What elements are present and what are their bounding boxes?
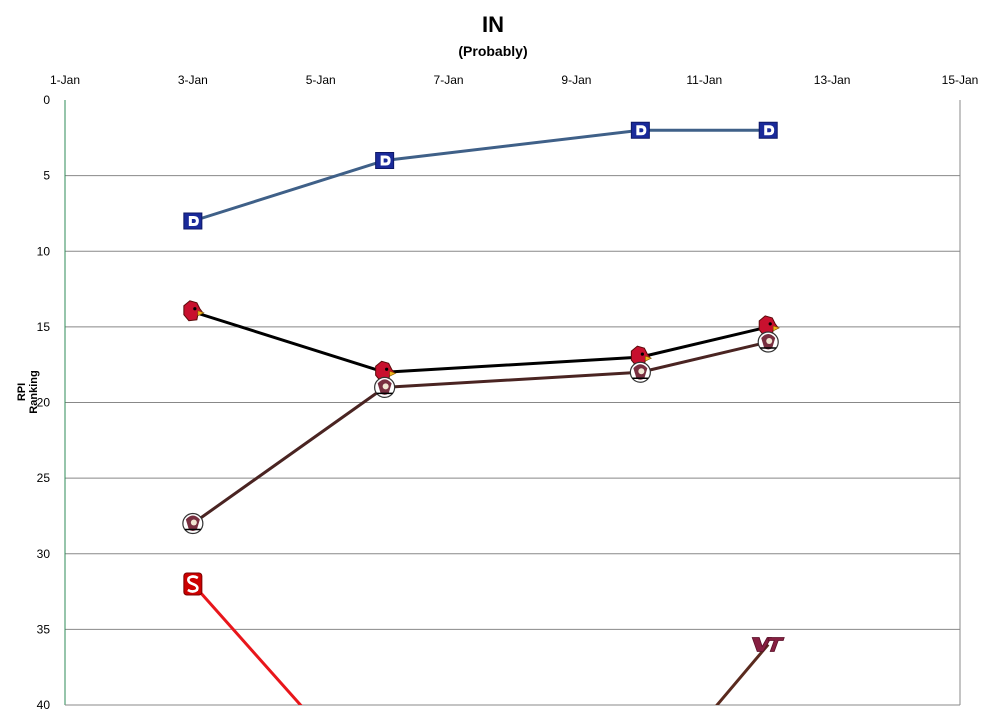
virginia-tech-vt-icon — [751, 637, 785, 652]
y-tick-label: 20 — [37, 396, 51, 410]
series-line — [191, 583, 303, 705]
florida-state-seminole-icon — [182, 512, 204, 535]
x-tick-label: 15-Jan — [942, 73, 979, 87]
y-tick-label: 40 — [37, 698, 51, 712]
nc-state-s-icon — [183, 572, 203, 596]
louisville-cardinal-icon — [758, 315, 780, 337]
x-tick-label: 7-Jan — [434, 73, 464, 87]
series-line — [715, 643, 770, 705]
y-tick-label: 30 — [37, 547, 51, 561]
y-tick-label: 0 — [43, 93, 50, 107]
series-line — [191, 340, 769, 525]
y-tick-label: 10 — [37, 244, 51, 258]
chart-title: IN — [482, 12, 504, 37]
y-tick-label: 35 — [37, 622, 51, 636]
series-lines — [191, 128, 770, 705]
florida-state-seminole-icon — [374, 376, 396, 398]
series-markers — [182, 121, 785, 652]
x-tick-label: 11-Jan — [686, 73, 722, 87]
series-line — [192, 310, 769, 374]
duke-logo-icon — [630, 121, 650, 139]
chart-subtitle: (Probably) — [458, 43, 528, 59]
x-tick-label: 1-Jan — [50, 73, 80, 87]
louisville-cardinal-icon — [630, 345, 653, 367]
y-tick-label: 15 — [37, 320, 51, 334]
duke-logo-icon — [183, 212, 203, 230]
florida-state-seminole-icon — [757, 331, 779, 353]
x-tick-label: 5-Jan — [306, 73, 336, 87]
duke-logo-icon — [758, 121, 778, 139]
x-tick-label: 13-Jan — [814, 73, 851, 87]
y-tick-label: 25 — [37, 471, 51, 485]
louisville-cardinal-icon — [183, 300, 205, 322]
series-line — [192, 128, 769, 223]
florida-state-seminole-icon — [629, 361, 651, 383]
y-tick-label: 5 — [43, 169, 50, 183]
louisville-cardinal-icon — [375, 360, 397, 382]
x-tick-label: 9-Jan — [561, 73, 591, 87]
duke-logo-icon — [375, 152, 395, 169]
x-tick-label: 3-Jan — [178, 73, 208, 87]
